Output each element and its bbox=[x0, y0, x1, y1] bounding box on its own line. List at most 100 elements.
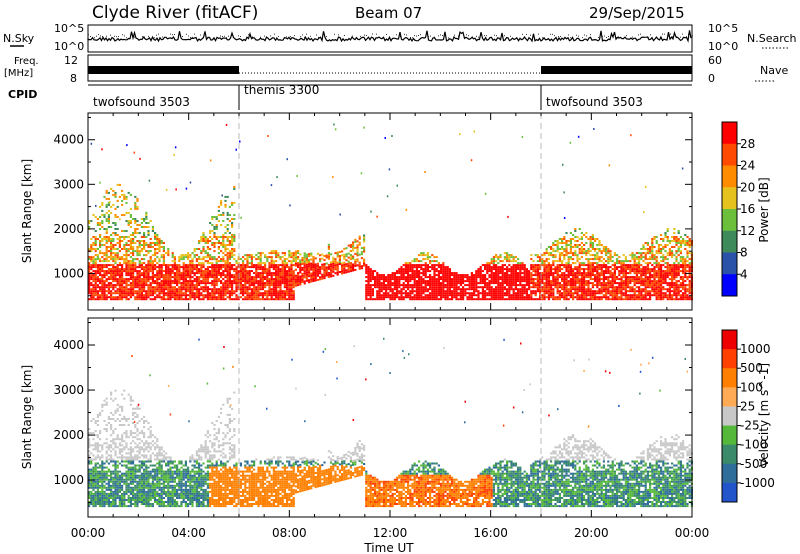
radar-cell bbox=[268, 288, 271, 291]
radar-cell bbox=[125, 286, 128, 289]
radar-cell bbox=[253, 280, 256, 283]
radar-cell bbox=[563, 290, 566, 293]
radar-cell bbox=[488, 292, 491, 295]
radar-cell bbox=[138, 270, 141, 273]
radar-cell bbox=[198, 240, 201, 242]
radar-cell bbox=[466, 278, 469, 281]
radar-cell bbox=[552, 298, 555, 301]
radar-cell bbox=[242, 290, 245, 293]
radar-cell bbox=[644, 292, 647, 295]
radar-cell bbox=[336, 253, 339, 256]
radar-cell bbox=[255, 282, 258, 285]
radar-cell bbox=[565, 244, 568, 246]
radar-cell bbox=[184, 288, 187, 291]
radar-cell bbox=[136, 266, 139, 269]
radar-cell bbox=[532, 298, 535, 301]
radar-cell bbox=[514, 278, 517, 281]
radar-cell bbox=[459, 276, 462, 279]
radar-cell bbox=[587, 248, 590, 250]
radar-cell bbox=[525, 270, 528, 273]
radar-cell bbox=[572, 298, 575, 301]
radar-cell bbox=[521, 284, 524, 287]
radar-cell bbox=[140, 290, 143, 293]
radar-cell bbox=[506, 278, 509, 281]
radar-cell bbox=[171, 270, 174, 273]
radar-cell bbox=[602, 276, 605, 279]
radar-cell bbox=[123, 238, 126, 240]
radar-cell bbox=[213, 216, 216, 218]
radar-cell bbox=[431, 264, 434, 267]
radar-cell bbox=[299, 279, 302, 282]
radar-cell bbox=[437, 272, 440, 275]
radar-cell bbox=[101, 220, 104, 222]
radar-cell bbox=[112, 248, 115, 250]
radar-cell bbox=[303, 270, 306, 273]
radar-cell bbox=[118, 256, 121, 259]
radar-cell bbox=[314, 275, 317, 278]
radar-cell bbox=[226, 211, 229, 214]
radar-cell bbox=[407, 262, 410, 265]
radar-cell bbox=[633, 266, 636, 269]
radar-cell bbox=[299, 253, 302, 256]
radar-cell bbox=[413, 294, 416, 297]
radar-cell bbox=[446, 290, 449, 293]
radar-cell bbox=[420, 296, 423, 299]
radar-cell bbox=[189, 254, 192, 257]
radar-cell bbox=[576, 244, 579, 246]
radar-cell bbox=[345, 271, 348, 274]
radar-cell bbox=[602, 246, 605, 248]
radar-cell bbox=[598, 284, 601, 287]
radar-cell bbox=[657, 266, 660, 269]
radar-cell bbox=[607, 268, 610, 271]
radar-cell bbox=[292, 284, 295, 287]
radar-cell bbox=[132, 218, 135, 220]
radar-cell bbox=[598, 278, 601, 281]
radar-cell bbox=[154, 268, 157, 271]
radar-cell bbox=[649, 248, 652, 250]
radar-cell bbox=[539, 266, 542, 269]
radar-cell bbox=[118, 268, 121, 271]
radar-cell bbox=[598, 256, 601, 259]
radar-cell bbox=[611, 274, 614, 277]
radar-cell bbox=[585, 280, 588, 283]
radar-cell bbox=[649, 250, 652, 253]
radar-cell bbox=[422, 296, 425, 299]
radar-cell bbox=[213, 242, 216, 244]
radar-cell bbox=[167, 264, 170, 267]
radar-cell bbox=[572, 234, 575, 236]
radar-cell bbox=[118, 238, 121, 240]
radar-cell bbox=[220, 286, 223, 289]
radar-cell bbox=[195, 260, 198, 263]
radar-cell bbox=[178, 268, 181, 271]
radar-cell bbox=[589, 296, 592, 299]
radar-cell bbox=[266, 298, 269, 301]
radar-cell bbox=[616, 296, 619, 299]
radar-cell bbox=[105, 246, 108, 248]
radar-cell bbox=[440, 294, 443, 297]
radar-cell bbox=[206, 266, 209, 269]
radar-cell bbox=[512, 258, 515, 261]
radar-cell bbox=[176, 276, 179, 279]
radar-cell bbox=[286, 280, 289, 283]
radar-cell bbox=[418, 266, 421, 269]
radar-cell bbox=[442, 286, 445, 289]
radar-cell bbox=[149, 242, 152, 244]
radar-cell bbox=[358, 237, 361, 240]
radar-cell bbox=[594, 270, 597, 273]
radar-cell bbox=[492, 278, 495, 281]
radar-cell bbox=[198, 296, 201, 299]
radar-cell bbox=[255, 288, 258, 291]
radar-cell bbox=[466, 276, 469, 279]
radar-cell bbox=[233, 270, 236, 273]
radar-cell bbox=[127, 284, 130, 287]
radar-cell bbox=[574, 288, 577, 291]
radar-cell bbox=[264, 292, 267, 295]
radar-cell bbox=[151, 272, 154, 275]
radar-cell bbox=[519, 292, 522, 295]
radar-cell bbox=[578, 298, 581, 301]
radar-cell bbox=[543, 288, 546, 291]
radar-cell bbox=[184, 284, 187, 287]
radar-cell bbox=[422, 290, 425, 293]
radar-cell bbox=[110, 274, 113, 277]
radar-cell bbox=[580, 280, 583, 283]
